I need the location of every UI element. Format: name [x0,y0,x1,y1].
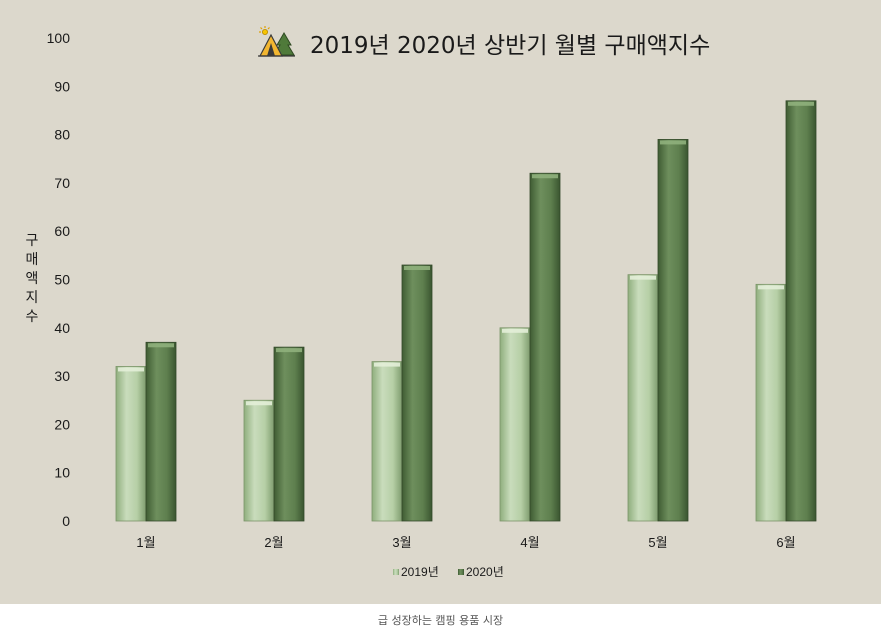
bar-body [371,361,403,522]
bar-chart: 2019년 2020년 상반기 월별 구매액지수 구매액지수 0 10 20 30 40… [26,26,817,579]
y-axis-ticks: 0 10 20 30 40 50 60 70 80 90 100 [47,30,71,529]
x-tick-label: 4월 [520,535,539,550]
bar-4월-2020년 [529,172,561,522]
y-tick-label: 80 [54,127,70,143]
bar-cap [532,174,558,179]
y-axis-title: 구매액지수 [26,232,39,324]
bar-body [529,172,561,522]
bar-body [401,264,433,522]
y-tick-label: 0 [62,513,70,529]
bar-cap [758,285,784,290]
bar-cap [148,343,174,348]
bar-6월-2020년 [785,100,817,522]
bar-2월-2019년 [243,399,275,522]
x-tick-label: 6월 [776,535,795,550]
legend-label-2019: 2019년 [401,565,439,579]
y-tick-label: 60 [54,223,70,239]
bar-body [145,341,177,522]
y-tick-label: 10 [54,465,70,481]
bar-2월-2020년 [273,346,305,522]
bar-cap [246,401,272,406]
y-tick-label: 40 [54,320,70,336]
bar-body [243,399,275,522]
y-tick-label: 50 [54,272,70,288]
legend-swatch-2019 [393,569,399,575]
x-tick-label: 3월 [392,535,411,550]
bar-body [115,366,147,522]
bar-5월-2020년 [657,139,689,522]
y-tick-label: 90 [54,78,70,94]
bar-1월-2019년 [115,366,147,522]
x-tick-label: 1월 [136,535,155,550]
x-tick-label: 5월 [648,535,667,550]
x-tick-label: 2월 [264,535,283,550]
legend: 2019년 2020년 [393,565,504,579]
legend-item-2019: 2019년 [393,565,439,579]
legend-label-2020: 2020년 [466,565,504,579]
y-tick-label: 70 [54,175,70,191]
bar-cap [630,275,656,280]
bar-cap [788,101,814,106]
bar-3월-2020년 [401,264,433,522]
bar-5월-2019년 [627,274,659,522]
bar-body [627,274,659,522]
bar-cap [660,140,686,145]
camping-tent-icon [258,26,295,57]
bar-body [273,346,305,522]
bars [115,100,817,522]
bar-cap [374,362,400,367]
bar-body [657,139,689,522]
x-axis-ticks: 1월 2월 3월 4월 5월 6월 [136,535,795,550]
legend-swatch-2020 [458,569,464,575]
figure-caption: 급 성장하는 캠핑 용품 시장 [377,614,504,627]
bar-6월-2019년 [755,283,787,522]
bar-cap [502,328,528,333]
bar-body [755,283,787,522]
y-axis-title-char: 매 [26,251,39,267]
bar-1월-2020년 [145,341,177,522]
bar-cap [118,367,144,372]
y-axis-title-char: 구 [26,232,39,248]
y-axis-title-char: 지 [26,289,39,305]
bar-cap [404,266,430,271]
y-tick-label: 30 [54,368,70,384]
bar-body [785,100,817,522]
bar-cap [276,348,302,353]
bar-4월-2019년 [499,327,531,522]
y-tick-label: 20 [54,416,70,432]
chart-title: 2019년 2020년 상반기 월별 구매액지수 [310,33,710,59]
bar-body [499,327,531,522]
bar-3월-2019년 [371,361,403,522]
y-axis-title-char: 액 [26,270,39,286]
y-tick-label: 100 [47,30,71,46]
legend-item-2020: 2020년 [458,565,504,579]
y-axis-title-char: 수 [26,308,39,324]
